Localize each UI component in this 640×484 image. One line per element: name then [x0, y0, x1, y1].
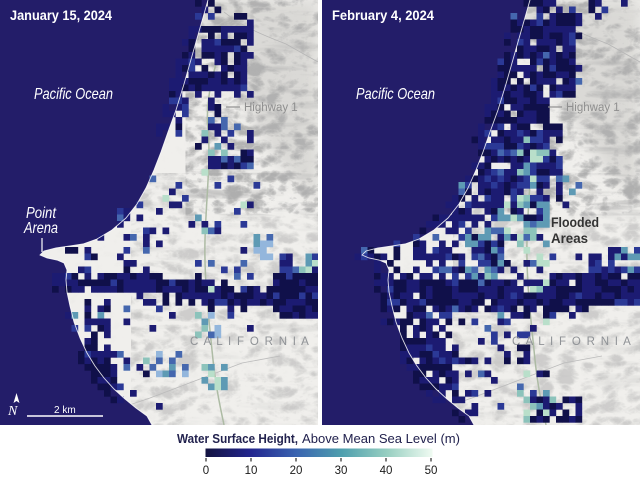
- svg-text:Water Surface Height,: Water Surface Height,: [177, 432, 298, 446]
- svg-text:30: 30: [335, 465, 348, 477]
- svg-text:January 15, 2024: January 15, 2024: [10, 8, 112, 23]
- svg-text:C A L I F O R N I A: C A L I F O R N I A: [190, 336, 310, 348]
- svg-text:February 4, 2024: February 4, 2024: [332, 8, 434, 23]
- svg-text:40: 40: [380, 465, 393, 477]
- svg-text:20: 20: [290, 465, 303, 477]
- svg-text:Pacific Ocean: Pacific Ocean: [34, 86, 113, 103]
- svg-text:50: 50: [425, 465, 438, 477]
- svg-text:Point: Point: [26, 205, 56, 222]
- svg-text:Highway 1: Highway 1: [566, 102, 620, 114]
- svg-text:Above Mean Sea Level (m): Above Mean Sea Level (m): [302, 432, 460, 446]
- svg-text:Highway 1: Highway 1: [244, 102, 298, 114]
- svg-text:N: N: [7, 404, 18, 419]
- svg-text:Areas: Areas: [551, 230, 588, 246]
- svg-text:C A L I F O R N I A: C A L I F O R N I A: [512, 336, 632, 348]
- svg-text:Flooded: Flooded: [551, 214, 599, 230]
- svg-text:10: 10: [245, 465, 258, 477]
- svg-text:0: 0: [203, 465, 209, 477]
- svg-text:Pacific Ocean: Pacific Ocean: [356, 86, 435, 103]
- svg-text:2 km: 2 km: [54, 405, 76, 416]
- svg-text:Arena: Arena: [23, 220, 58, 237]
